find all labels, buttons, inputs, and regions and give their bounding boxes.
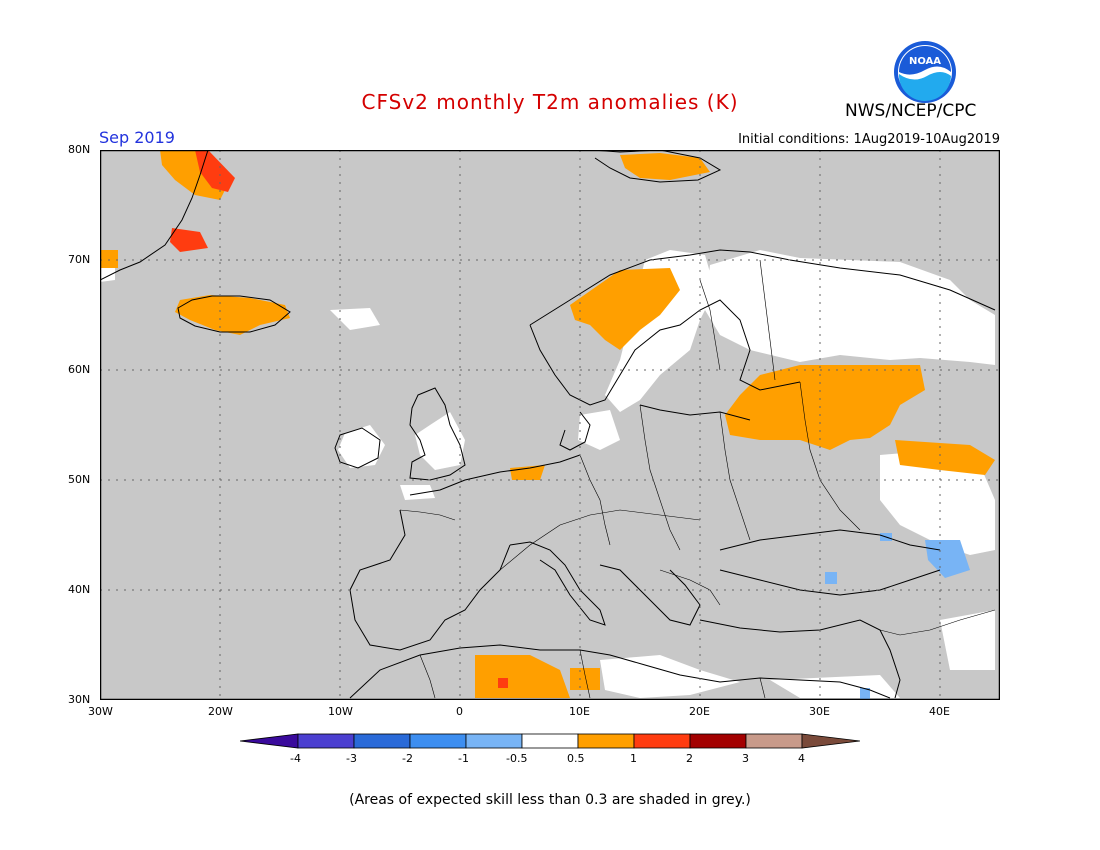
anomaly-map	[100, 150, 1000, 700]
forecast-period: Sep 2019	[99, 128, 175, 147]
region-baltic-russia	[725, 365, 925, 450]
border-germany-poland	[639, 404, 681, 551]
colorbar-label-2: 2	[686, 752, 693, 765]
map-frame	[100, 150, 1000, 700]
border-libya-egypt	[759, 677, 766, 699]
border-algeria-libya	[579, 649, 591, 699]
colorbar-seg-2-3	[689, 733, 747, 749]
border-morocco-algeria	[419, 654, 436, 699]
lon-label-30w: 30W	[88, 705, 113, 718]
region-greenland-southeast	[100, 250, 118, 268]
colorbar-seg-neutral	[521, 733, 579, 749]
colorbar-seg-3-2	[353, 733, 411, 749]
lon-label-30e: 30E	[809, 705, 830, 718]
greenland-coast	[100, 150, 209, 281]
turkey-south-levant-coast	[699, 619, 901, 699]
north-africa-coast	[349, 644, 891, 699]
colorbar-seg-gt-4	[801, 733, 860, 749]
region-turkey-blue	[825, 572, 837, 584]
near-normal-regions	[100, 250, 995, 698]
border-finland-russia	[759, 259, 776, 381]
lon-label-20e: 20E	[689, 705, 710, 718]
northern-scandinavia-coast	[529, 249, 996, 326]
colorbar-seg-05-1	[577, 733, 635, 749]
region-karelia	[705, 250, 995, 365]
balkans-coast	[599, 564, 701, 626]
coastlines	[100, 150, 996, 699]
region-iraq	[940, 610, 995, 670]
border-turkey-syria	[879, 609, 996, 636]
region-greenland-red-2	[170, 228, 208, 252]
colorbar-label-05: 0.5	[567, 752, 585, 765]
skill-footnote: (Areas of expected skill less than 0.3 a…	[349, 792, 751, 808]
iceland-coast	[177, 295, 291, 333]
lat-label-60n: 60N	[68, 363, 91, 376]
turkey-north-coast	[719, 569, 941, 596]
region-iceland-white	[330, 308, 380, 330]
border-poland-ukraine	[719, 411, 751, 541]
lon-label-40e: 40E	[929, 705, 950, 718]
graticule	[100, 150, 1000, 700]
colorbar-label-m2: -2	[402, 752, 413, 765]
lat-label-80n: 80N	[68, 143, 91, 156]
region-iceland	[175, 295, 290, 335]
region-svalbard	[620, 153, 710, 180]
border-russia-ukraine	[799, 381, 861, 531]
initial-conditions: Initial conditions: 1Aug2019-10Aug2019	[738, 132, 1000, 147]
border-france-spain	[399, 509, 456, 521]
lat-label-30n: 30N	[68, 693, 91, 706]
border-alps	[499, 509, 701, 571]
denmark-coast	[559, 411, 591, 451]
colorbar-label-4: 4	[798, 752, 805, 765]
scandinavia-south-coast	[529, 299, 801, 406]
france-channel-coast	[409, 454, 581, 496]
region-libya	[600, 655, 740, 698]
colorbar-label-m1: -1	[458, 752, 469, 765]
colorbar-seg-1-2	[633, 733, 691, 749]
warm-regions	[100, 150, 995, 698]
agency-label: NWS/NCEP/CPC	[845, 101, 977, 121]
region-tunisia	[570, 668, 600, 690]
lon-label-10w: 10W	[328, 705, 353, 718]
region-france-north	[400, 485, 435, 500]
region-south-russia-warm	[895, 440, 995, 475]
lat-label-70n: 70N	[68, 253, 91, 266]
colorbar-label-3: 3	[742, 752, 749, 765]
colorbar-seg-4-3	[297, 733, 355, 749]
lat-label-50n: 50N	[68, 473, 91, 486]
lat-label-40n: 40N	[68, 583, 91, 596]
region-sweden	[605, 250, 715, 412]
lon-label-0: 0	[456, 705, 463, 718]
country-borders	[399, 259, 996, 699]
colorbar-label-m3: -3	[346, 752, 357, 765]
region-benelux	[510, 465, 545, 480]
italy-coast	[509, 541, 606, 626]
border-sweden-finland	[699, 279, 721, 371]
svg-text:NOAA: NOAA	[909, 56, 941, 67]
region-denmark	[578, 410, 620, 450]
region-israel-blue	[860, 688, 870, 700]
black-sea-north-coast	[719, 529, 941, 551]
noaa-logo: NOAA	[894, 41, 956, 103]
colorbar-seg-2-1	[409, 733, 467, 749]
colorbar	[240, 733, 860, 749]
region-south-russia	[880, 450, 995, 555]
colorbar-seg-1-05	[465, 733, 523, 749]
colorbar-label-m05: -0.5	[506, 752, 528, 765]
lon-label-20w: 20W	[208, 705, 233, 718]
map-title: CFSv2 monthly T2m anomalies (K)	[361, 90, 739, 114]
colorbar-label-m4: -4	[290, 752, 301, 765]
iberia-coast	[349, 509, 511, 651]
border-france-germany	[579, 454, 611, 546]
colorbar-seg-3-4	[745, 733, 803, 749]
region-norway	[570, 268, 680, 350]
baltic-south-coast	[639, 404, 751, 421]
ireland-coast	[334, 427, 381, 469]
region-britain	[415, 412, 465, 470]
lon-label-10e: 10E	[569, 705, 590, 718]
region-sahara-red	[498, 678, 508, 688]
colorbar-seg-lt-4	[240, 733, 299, 749]
colorbar-label-1: 1	[630, 752, 637, 765]
border-balkans	[659, 569, 721, 606]
